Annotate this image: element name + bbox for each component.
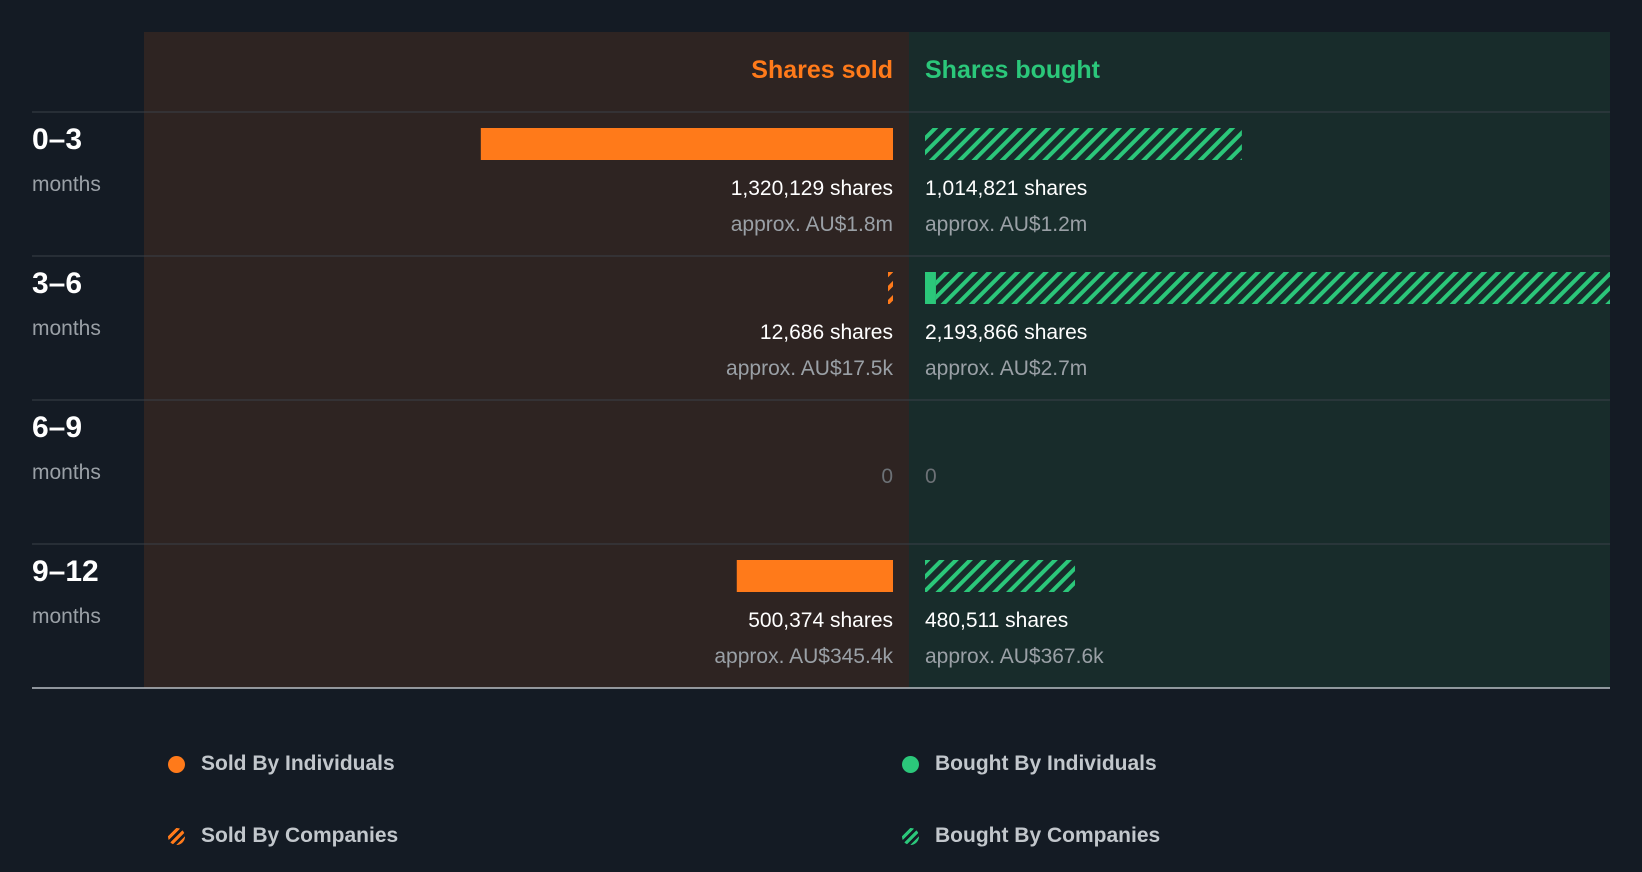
header-shares-sold: Shares sold [751,56,893,84]
bar-bought-companies [925,560,1076,592]
period-range-label: 6–9 [32,411,82,444]
period-unit-label: months [32,173,101,196]
period-unit-label: months [32,461,101,484]
header-shares-bought: Shares bought [925,56,1101,84]
bought-shares-label: 2,193,866 shares [925,321,1087,344]
bought-value-label: approx. AU$367.6k [925,645,1104,668]
bought-zero-label: 0 [925,465,937,488]
sold-shares-label: 12,686 shares [760,321,893,344]
bought-shares-label: 480,511 shares [925,609,1068,632]
legend-swatch-sold-individuals [168,755,185,773]
legend-label-bought-companies: Bought By Companies [935,824,1161,847]
chart-legend: Sold By Individuals Bought By Individual… [0,700,1642,872]
sold-shares-label: 500,374 shares [748,609,893,632]
sold-value-label: approx. AU$17.5k [726,357,893,380]
legend-label-sold-companies: Sold By Companies [201,824,399,847]
bar-sold-individuals [736,560,893,592]
legend-swatch-bought-companies [902,827,919,845]
legend-label-sold-individuals: Sold By Individuals [201,752,395,775]
legend-label-bought-individuals: Bought By Individuals [935,752,1157,775]
sold-value-label: approx. AU$1.8m [731,213,893,236]
sold-value-label: approx. AU$345.4k [714,645,893,668]
period-range-label: 3–6 [32,267,82,300]
period-unit-label: months [32,317,101,340]
insider-trading-chart: Shares sold Shares bought 0–3 months 1,320,1… [32,32,1610,689]
legend-swatch-bought-individuals [902,755,919,773]
bar-sold-individuals [480,128,893,160]
bar-sold-companies [888,272,893,304]
bar-bought-individuals [925,272,936,304]
legend-item-sold-individuals[interactable]: Sold By Individuals [168,752,395,776]
legend-item-bought-individuals[interactable]: Bought By Individuals [902,752,1157,776]
bar-bought-companies [935,272,1610,304]
bought-value-label: approx. AU$1.2m [925,213,1087,236]
bought-shares-label: 1,014,821 shares [925,177,1087,200]
legend-swatch-sold-companies [168,827,185,845]
bar-bought-companies [925,128,1242,160]
period-range-label: 0–3 [32,123,82,156]
period-unit-label: months [32,605,101,628]
legend-item-bought-companies[interactable]: Bought By Companies [902,824,1160,848]
sold-zero-label: 0 [881,465,893,488]
period-range-label: 9–12 [32,555,99,588]
bought-value-label: approx. AU$2.7m [925,357,1087,380]
sold-shares-label: 1,320,129 shares [731,177,893,200]
legend-item-sold-companies[interactable]: Sold By Companies [168,824,398,848]
